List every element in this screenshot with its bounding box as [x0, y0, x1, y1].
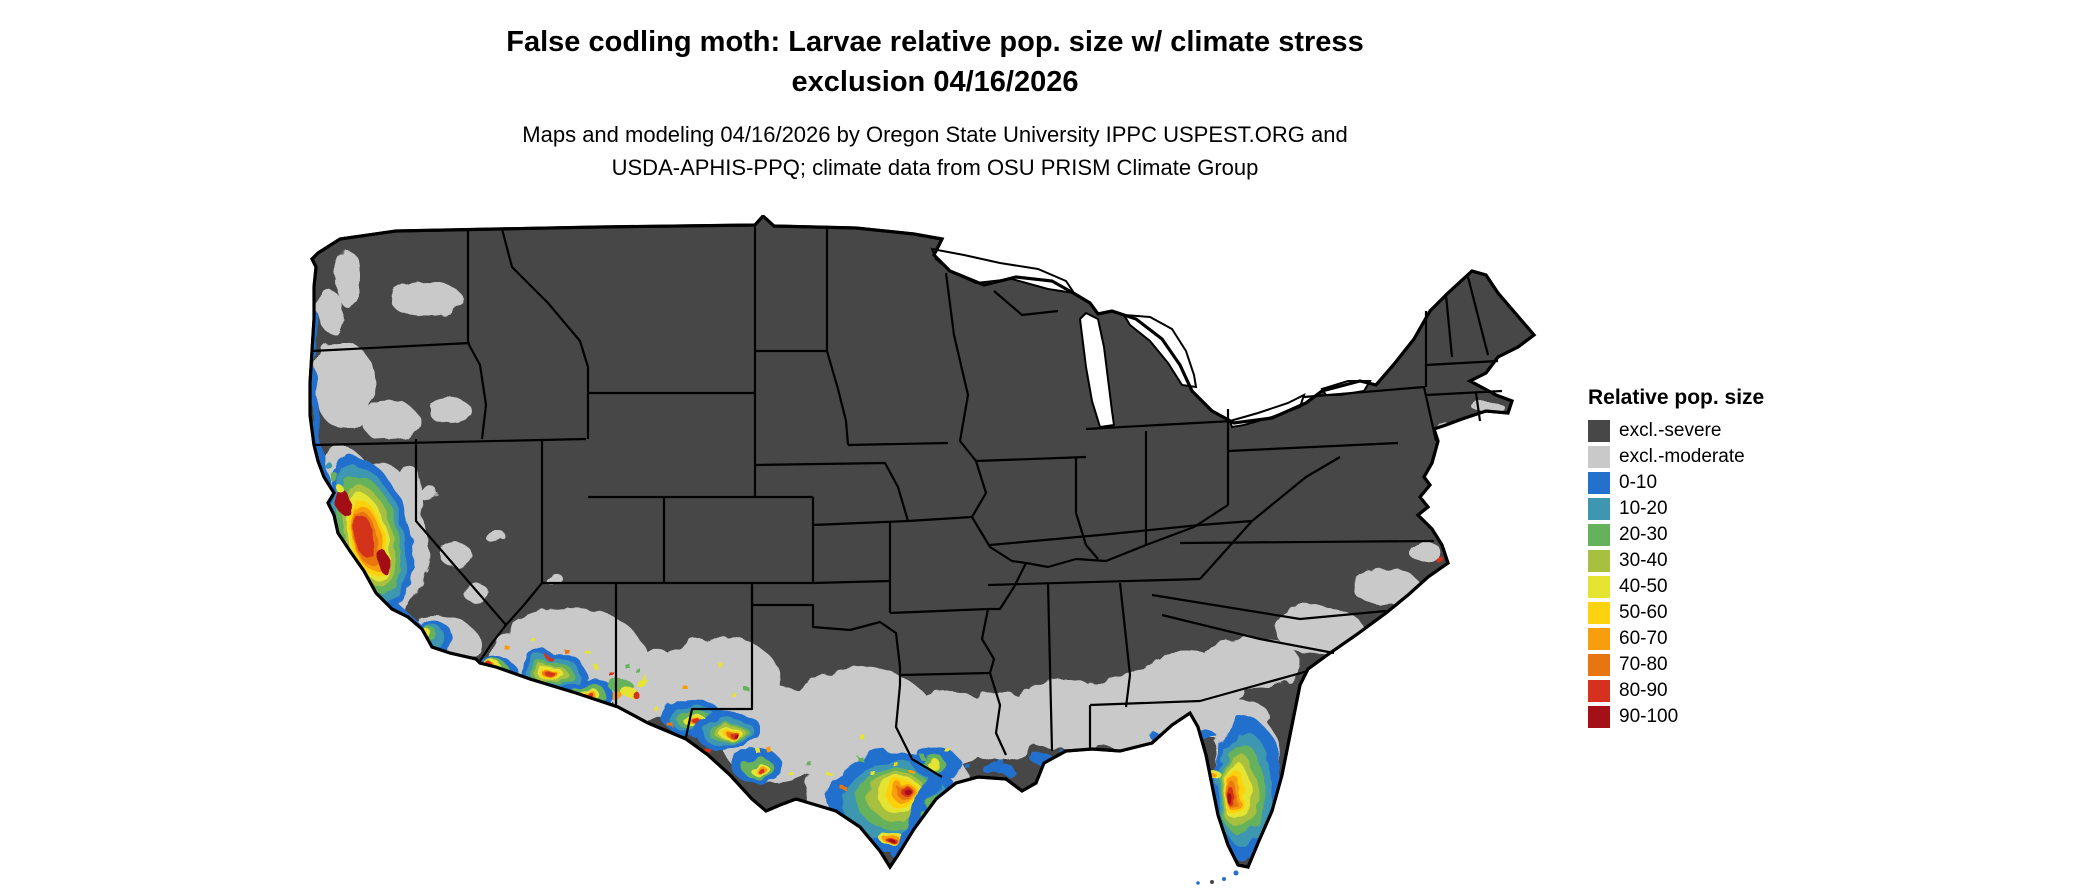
legend-item-label: 10-20: [1619, 498, 1668, 519]
legend-item-label: 0-10: [1619, 472, 1658, 493]
legend-item-label: excl.-moderate: [1619, 446, 1745, 467]
lake-huron: [1122, 313, 1198, 389]
legend-swatch: [1588, 602, 1610, 624]
map-title-line2: exclusion 04/16/2026: [791, 66, 1079, 98]
hotspot-norcal-coast: [326, 464, 344, 492]
hotspot-rio-grande-tx: [732, 751, 784, 783]
legend-item: 30-40: [1588, 550, 1764, 572]
florida-keys: [1196, 870, 1239, 885]
legend-item-label: 90-100: [1619, 706, 1679, 727]
legend-swatch: [1588, 472, 1610, 494]
legend-item: 90-100: [1588, 706, 1764, 728]
lake-michigan: [1078, 311, 1116, 429]
legend-item: 40-50: [1588, 576, 1764, 598]
legend-item-label: 20-30: [1619, 524, 1668, 545]
map-title-line1: False codling moth: Larvae relative pop.…: [506, 26, 1364, 58]
legend-item-label: 50-60: [1619, 602, 1668, 623]
legend-item-label: 70-80: [1619, 654, 1668, 675]
legend-item-label: 30-40: [1619, 550, 1668, 571]
map-subtitle-line1: Maps and modeling 04/16/2026 by Oregon S…: [522, 122, 1348, 147]
legend-swatch: [1588, 498, 1610, 520]
map-subtitle-line2: USDA-APHIS-PPQ; climate data from OSU PR…: [611, 155, 1259, 180]
legend-item: 0-10: [1588, 472, 1764, 494]
legend-swatch: [1588, 446, 1610, 468]
raster-speckles: [506, 637, 1005, 789]
hotspot-el-paso: [694, 711, 762, 751]
legend-item: 20-30: [1588, 524, 1764, 546]
map-subtitle: Maps and modeling 04/16/2026 by Oregon S…: [0, 118, 1870, 184]
legend-swatch: [1588, 680, 1610, 702]
legend-item-label: excl.-severe: [1619, 420, 1722, 441]
legend-item-label: 60-70: [1619, 628, 1668, 649]
legend-item: 70-80: [1588, 654, 1764, 676]
legend-item: 10-20: [1588, 498, 1764, 520]
legend-swatch: [1588, 706, 1610, 728]
legend-swatch: [1588, 628, 1610, 650]
legend-item: 60-70: [1588, 628, 1764, 650]
legend-swatch: [1588, 524, 1610, 546]
us-choropleth-map: [308, 214, 1536, 885]
legend-item-label: 80-90: [1619, 680, 1668, 701]
hotspot-norfolk: [1435, 556, 1443, 562]
legend-swatch: [1588, 576, 1610, 598]
legend-item: excl.-severe: [1588, 420, 1764, 442]
legend-item: 80-90: [1588, 680, 1764, 702]
legend-items: excl.-severe excl.-moderate 0-10 10-20 2…: [1588, 420, 1764, 728]
legend-title: Relative pop. size: [1588, 386, 1765, 409]
us-map-container: [300, 214, 1560, 892]
legend-item: 50-60: [1588, 602, 1764, 624]
figure-header: False codling moth: Larvae relative pop.…: [0, 22, 1870, 184]
legend-swatch: [1588, 420, 1610, 442]
legend-swatch: [1588, 550, 1610, 572]
legend-item-label: 40-50: [1619, 576, 1668, 597]
legend-swatch: [1588, 654, 1610, 676]
state-borders: [311, 227, 1503, 778]
map-legend: Relative pop. size excl.-severe excl.-mo…: [1588, 386, 1764, 732]
legend-item: excl.-moderate: [1588, 446, 1764, 468]
